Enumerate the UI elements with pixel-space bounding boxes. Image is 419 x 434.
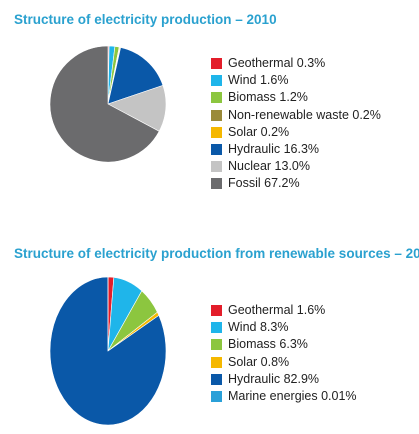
legend-label: Solar 0.2% xyxy=(228,124,290,139)
chart-title: Structure of electricity production – 20… xyxy=(14,12,277,27)
legend-item: Biomass 1.2% xyxy=(211,89,381,106)
legend-label: Fossil 67.2% xyxy=(228,176,300,191)
legend-label: Hydraulic 16.3% xyxy=(228,142,320,157)
legend-label: Hydraulic 82.9% xyxy=(228,371,320,386)
pie-slice xyxy=(49,45,160,163)
legend: Geothermal 0.3% Wind 1.6% Biomass 1.2% Non-… xyxy=(211,55,381,193)
legend-swatch xyxy=(211,305,222,317)
legend-label: Geothermal 0.3% xyxy=(228,56,326,71)
legend-label: Nuclear 13.0% xyxy=(228,159,310,174)
legend-label: Biomass 1.2% xyxy=(228,90,308,105)
legend-swatch xyxy=(211,92,222,104)
legend-swatch xyxy=(211,339,222,351)
renewable-production-pie xyxy=(49,276,167,426)
legend-swatch xyxy=(211,58,222,70)
legend-swatch xyxy=(211,178,222,190)
chart-title: Structure of electricity production from… xyxy=(14,246,419,261)
legend-swatch xyxy=(211,75,222,87)
legend-item: Wind 8.3% xyxy=(211,319,357,336)
legend-label: Biomass 6.3% xyxy=(228,337,308,352)
legend-swatch xyxy=(211,144,222,156)
legend-item: Hydraulic 16.3% xyxy=(211,141,381,158)
legend-item: Solar 0.8% xyxy=(211,354,357,371)
legend: Geothermal 1.6% Wind 8.3% Biomass 6.3% Sola… xyxy=(211,302,357,405)
legend-label: Non-renewable waste 0.2% xyxy=(228,107,381,122)
electricity-production-pie xyxy=(49,45,167,163)
legend-label: Solar 0.8% xyxy=(228,354,290,369)
legend-swatch xyxy=(211,161,222,173)
legend-item: Fossil 67.2% xyxy=(211,175,381,192)
legend-label: Wind 1.6% xyxy=(228,73,289,88)
legend-swatch xyxy=(211,322,222,334)
legend-item: Nuclear 13.0% xyxy=(211,158,381,175)
pie-slice xyxy=(49,276,167,426)
legend-item: Non-renewable waste 0.2% xyxy=(211,107,381,124)
legend-label: Marine energies 0.01% xyxy=(228,389,357,404)
legend-item: Solar 0.2% xyxy=(211,124,381,141)
legend-item: Wind 1.6% xyxy=(211,72,381,89)
legend-item: Geothermal 0.3% xyxy=(211,55,381,72)
legend-swatch xyxy=(211,391,222,403)
legend-item: Biomass 6.3% xyxy=(211,336,357,353)
legend-swatch xyxy=(211,373,222,385)
legend-swatch xyxy=(211,356,222,368)
legend-label: Wind 8.3% xyxy=(228,320,289,335)
legend-label: Geothermal 1.6% xyxy=(228,303,326,318)
legend-item: Marine energies 0.01% xyxy=(211,388,357,405)
legend-item: Geothermal 1.6% xyxy=(211,302,357,319)
legend-swatch xyxy=(211,126,222,138)
legend-swatch xyxy=(211,109,222,121)
legend-item: Hydraulic 82.9% xyxy=(211,371,357,388)
